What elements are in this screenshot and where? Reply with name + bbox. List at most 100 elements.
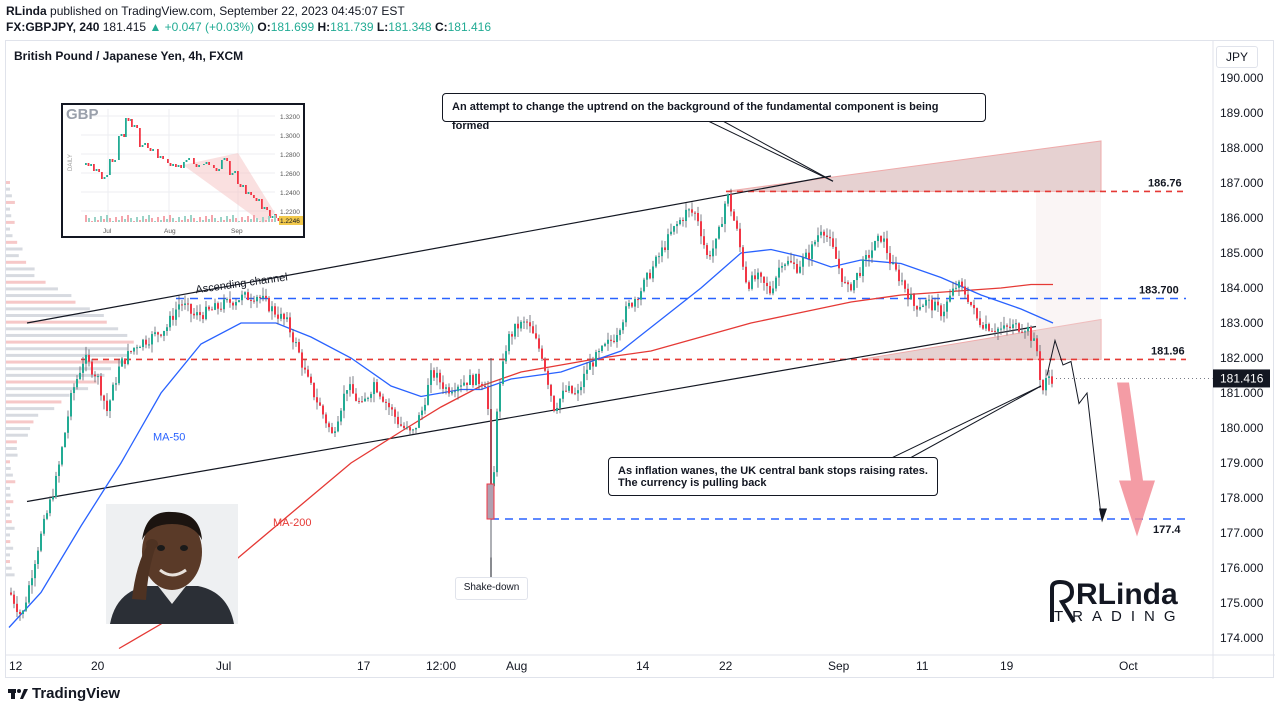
- volume-profile-bar: [6, 387, 89, 391]
- candle-body: [535, 333, 537, 339]
- candle-body: [1021, 331, 1023, 333]
- candle-body: [79, 372, 81, 380]
- candle-body: [1033, 338, 1035, 341]
- candle-body: [550, 384, 552, 396]
- candle-body: [496, 411, 498, 473]
- candle-body: [481, 383, 483, 386]
- logo-sub: TRADING: [1054, 608, 1185, 625]
- candle-body: [418, 415, 420, 428]
- candle-body: [571, 385, 573, 394]
- candle-body: [760, 272, 762, 277]
- candle-body: [826, 235, 828, 237]
- candle-body: [691, 209, 693, 213]
- candle-body: [841, 268, 843, 282]
- volume-profile-bar: [6, 207, 10, 211]
- shake-down-candle: [486, 483, 495, 520]
- candle-body: [910, 294, 912, 300]
- volume-profile-bar: [6, 280, 46, 284]
- candle-body: [133, 347, 135, 352]
- candle-body: [943, 311, 945, 317]
- breakdown-zone-triangle: [860, 318, 1102, 360]
- candle-body: [541, 348, 543, 359]
- inset-volume-bar: [217, 221, 219, 222]
- inset-candle: [87, 163, 90, 166]
- candle-body: [202, 315, 204, 320]
- gbp-daily-inset[interactable]: 1.3200 1.3000 1.2800 1.2600 1.2400 1.2200 1.22…: [61, 103, 305, 238]
- inset-candle: [118, 136, 120, 160]
- candle-body: [970, 301, 972, 306]
- currency-button[interactable]: JPY: [1216, 46, 1258, 68]
- inset-volume-bar: [214, 218, 216, 222]
- callout-bottom[interactable]: As inflation wanes, the UK central bank …: [608, 457, 938, 496]
- inset-candle: [157, 149, 159, 158]
- x-tick-label: Oct: [1119, 659, 1138, 673]
- volume-profile-bar: [6, 380, 97, 384]
- candle-body: [685, 209, 687, 222]
- x-tick-label: 12:00: [426, 659, 456, 673]
- high-label: H:: [317, 20, 331, 34]
- inset-candle: [109, 159, 111, 175]
- inset-candle: [226, 158, 228, 161]
- inset-volume-bar: [145, 219, 147, 222]
- candle-body: [67, 416, 69, 433]
- candle-body: [745, 266, 747, 283]
- candle-body: [175, 309, 177, 320]
- inset-volume-bar: [265, 220, 267, 222]
- candle-body: [205, 306, 207, 320]
- candle-body: [466, 382, 468, 385]
- inset-volume-bar: [256, 218, 258, 222]
- callout-top[interactable]: An attempt to change the uptrend on the …: [442, 93, 986, 132]
- candle-body: [865, 254, 867, 260]
- candle-body: [1027, 326, 1029, 332]
- tradingview-footer[interactable]: TradingView: [8, 685, 120, 702]
- inset-volume-bar: [208, 219, 210, 222]
- inset-candle: [183, 162, 185, 168]
- candle-body: [157, 332, 159, 335]
- candle-body: [694, 212, 696, 214]
- candle-body: [226, 299, 228, 301]
- inset-last-badge: [279, 216, 303, 225]
- candle-body: [526, 321, 528, 323]
- inset-candle: [103, 177, 106, 179]
- inset-candle: [237, 171, 239, 184]
- volume-profile-bar: [6, 393, 70, 397]
- volume-profile-bar: [6, 353, 128, 357]
- inset-x-tick: Sep: [231, 228, 243, 235]
- candle-body: [763, 276, 765, 283]
- volume-profile-bar: [6, 520, 12, 524]
- channel-upper-line: [26, 175, 832, 324]
- candle-body: [475, 373, 477, 386]
- candle-body: [730, 194, 732, 212]
- candle-body: [148, 344, 150, 346]
- candle-body: [616, 335, 618, 342]
- candle-body: [967, 294, 969, 302]
- candle-body: [250, 299, 252, 301]
- candle-body: [946, 301, 948, 312]
- inset-volume-bar: [259, 221, 261, 222]
- candle-body: [106, 400, 108, 412]
- x-tick-label: 22: [719, 659, 733, 673]
- candle-body: [448, 387, 450, 394]
- inset-volume-bar: [94, 217, 96, 222]
- candle-body: [487, 387, 489, 410]
- candle-body: [919, 307, 921, 310]
- candle-body: [334, 431, 336, 434]
- chart-canvas[interactable]: Ascending channelMA-50MA-200186.76183.70…: [6, 41, 1275, 679]
- inset-volume-bar: [199, 217, 201, 222]
- ma200-line: [118, 283, 1053, 650]
- callout-bottom-pointer: [900, 385, 1042, 464]
- candle-body: [124, 358, 126, 364]
- inset-candle: [215, 168, 218, 171]
- author-name[interactable]: RLinda: [6, 4, 47, 18]
- candle-body: [265, 295, 267, 298]
- shake-down-label[interactable]: Shake-down: [455, 577, 528, 600]
- ma200-label: MA-200: [273, 517, 312, 529]
- candle-body: [964, 286, 966, 295]
- candle-body: [757, 272, 759, 280]
- inset-volume-bar: [112, 221, 114, 222]
- inset-volume-bar: [235, 218, 237, 222]
- candle-body: [286, 317, 288, 320]
- candle-body: [97, 376, 99, 378]
- volume-profile-bar: [6, 367, 112, 371]
- inset-volume-bar: [202, 220, 204, 222]
